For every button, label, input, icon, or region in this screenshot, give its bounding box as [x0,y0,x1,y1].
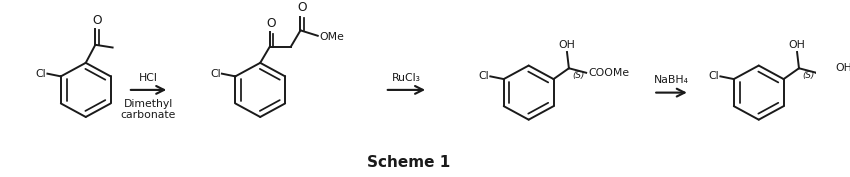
Text: HCl: HCl [139,73,158,83]
Text: O: O [298,1,307,14]
Text: OMe: OMe [320,32,344,42]
Text: O: O [266,17,276,30]
Text: RuCl₃: RuCl₃ [392,73,421,83]
Text: (S): (S) [573,71,585,80]
Text: carbonate: carbonate [121,110,176,120]
Text: Cl: Cl [479,71,490,81]
Text: Scheme 1: Scheme 1 [367,155,450,170]
Text: NaBH₄: NaBH₄ [654,75,689,85]
Text: OH: OH [836,63,850,73]
Text: Cl: Cl [210,69,221,79]
Text: Cl: Cl [709,71,719,81]
Text: (S): (S) [802,71,815,80]
Text: OH: OH [789,40,806,50]
Text: COOMe: COOMe [588,68,629,78]
Text: Dimethyl: Dimethyl [124,99,173,109]
Text: OH: OH [558,40,575,50]
Text: Cl: Cl [36,69,47,79]
Text: O: O [92,14,102,27]
